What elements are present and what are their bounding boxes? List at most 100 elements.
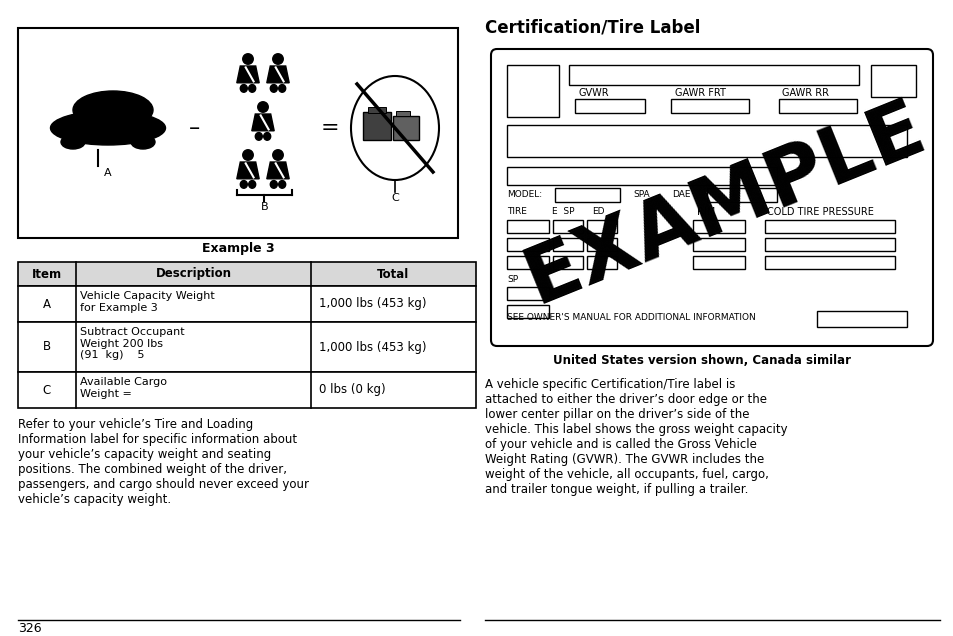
Text: B: B (260, 202, 268, 212)
Text: SP: SP (506, 275, 517, 284)
Text: Item: Item (31, 268, 62, 280)
Ellipse shape (61, 135, 85, 149)
Bar (555, 188, 619, 202)
Text: SEE OWNER'S MANUAL FOR ADDITIONAL INFORMATION: SEE OWNER'S MANUAL FOR ADDITIONAL INFORM… (506, 313, 755, 322)
Text: 326: 326 (18, 622, 42, 635)
Ellipse shape (270, 181, 277, 188)
Ellipse shape (278, 85, 285, 92)
Bar (764, 256, 894, 269)
Bar (586, 256, 617, 269)
Text: SPA: SPA (633, 190, 649, 199)
Bar (506, 305, 548, 318)
Bar (764, 220, 894, 233)
Bar (816, 311, 906, 327)
Bar (586, 238, 617, 251)
Bar (506, 65, 558, 117)
Polygon shape (236, 162, 259, 179)
Text: COLD TIRE PRESSURE: COLD TIRE PRESSURE (766, 207, 873, 217)
Text: GVWR: GVWR (578, 88, 609, 98)
Polygon shape (267, 162, 289, 179)
Ellipse shape (270, 85, 277, 92)
Text: Description: Description (155, 268, 232, 280)
Ellipse shape (249, 85, 255, 92)
Ellipse shape (131, 135, 154, 149)
Text: GAWR RR: GAWR RR (781, 88, 828, 98)
Text: C: C (391, 193, 398, 203)
Bar (395, 111, 410, 116)
Text: –: – (190, 118, 200, 138)
FancyBboxPatch shape (491, 49, 932, 346)
Bar (870, 65, 915, 97)
Bar (506, 125, 906, 157)
Bar (553, 238, 582, 251)
Text: B: B (43, 340, 51, 354)
Ellipse shape (51, 111, 165, 145)
Ellipse shape (278, 181, 285, 188)
Text: United States version shown, Canada similar: United States version shown, Canada simi… (553, 354, 850, 367)
Bar (568, 65, 858, 85)
Bar (692, 256, 744, 269)
Ellipse shape (273, 54, 283, 64)
Bar (553, 256, 582, 269)
Bar (18, 322, 476, 372)
Text: RIM: RIM (697, 207, 715, 217)
Ellipse shape (257, 102, 268, 112)
Ellipse shape (242, 149, 253, 160)
Text: Refer to your vehicle’s Tire and Loading
Information label for specific informat: Refer to your vehicle’s Tire and Loading… (18, 418, 309, 506)
Text: C: C (43, 384, 51, 396)
Text: Certification/Tire Label: Certification/Tire Label (484, 18, 700, 36)
Bar (18, 28, 457, 238)
Text: A: A (104, 168, 112, 178)
Bar (764, 238, 894, 251)
Text: DAE: DAE (671, 190, 690, 199)
Bar (18, 262, 476, 286)
Bar (706, 188, 776, 202)
Text: E  SP: E SP (552, 207, 574, 216)
Text: MODEL:: MODEL: (506, 190, 541, 199)
Text: Total: Total (377, 268, 409, 280)
Bar (18, 372, 476, 408)
Bar (393, 116, 418, 140)
Bar (553, 220, 582, 233)
Ellipse shape (255, 132, 262, 141)
Text: 0 lbs (0 kg): 0 lbs (0 kg) (318, 384, 385, 396)
Text: GAWR FRT: GAWR FRT (675, 88, 725, 98)
Text: 1,000 lbs (453 kg): 1,000 lbs (453 kg) (318, 298, 426, 310)
Ellipse shape (73, 91, 152, 129)
Bar (670, 99, 748, 113)
Text: 1,000 lbs (453 kg): 1,000 lbs (453 kg) (318, 340, 426, 354)
Bar (692, 220, 744, 233)
Ellipse shape (273, 149, 283, 160)
Bar (586, 220, 617, 233)
Text: Available Cargo
Weight =: Available Cargo Weight = (80, 377, 167, 399)
Text: ED: ED (592, 207, 604, 216)
Bar (575, 99, 644, 113)
Bar (506, 256, 548, 269)
Polygon shape (236, 66, 259, 83)
Bar (506, 167, 776, 185)
Bar (506, 220, 548, 233)
Text: Example 3: Example 3 (201, 242, 274, 255)
Ellipse shape (240, 181, 247, 188)
Bar (692, 238, 744, 251)
Text: Vehicle Capacity Weight
for Example 3: Vehicle Capacity Weight for Example 3 (80, 291, 214, 313)
Ellipse shape (263, 132, 271, 141)
Ellipse shape (240, 85, 247, 92)
Text: A vehicle specific Certification/Tire label is
attached to either the driver’s d: A vehicle specific Certification/Tire la… (484, 378, 787, 496)
Bar (506, 238, 548, 251)
Text: Subtract Occupant
Weight 200 lbs
(91  kg)    5: Subtract Occupant Weight 200 lbs (91 kg)… (80, 327, 185, 360)
Polygon shape (267, 66, 289, 83)
Bar (363, 112, 391, 140)
Text: =: = (320, 118, 339, 138)
Bar (506, 287, 548, 300)
Text: A: A (43, 298, 51, 310)
Ellipse shape (249, 181, 255, 188)
Ellipse shape (351, 76, 438, 180)
Bar (779, 99, 856, 113)
Text: TIRE: TIRE (506, 207, 526, 216)
Polygon shape (252, 114, 274, 131)
Text: EXAMPLE: EXAMPLE (513, 88, 936, 319)
Bar (368, 107, 386, 113)
Ellipse shape (242, 54, 253, 64)
Bar (18, 286, 476, 322)
